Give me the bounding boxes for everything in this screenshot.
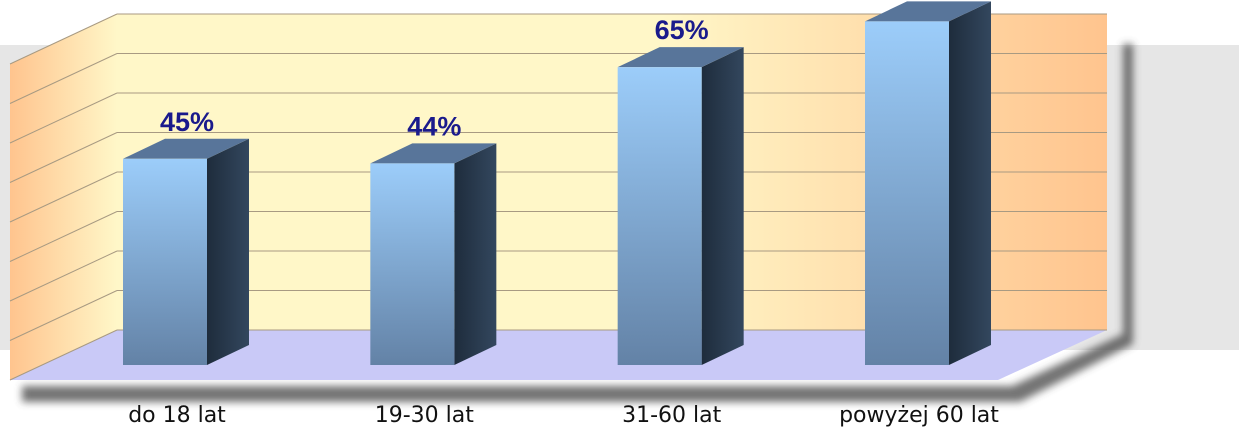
category-label: 19-30 lat xyxy=(375,403,475,428)
bar xyxy=(123,138,249,365)
bar-top xyxy=(123,138,249,159)
gridline-side xyxy=(9,250,118,302)
bar-top xyxy=(370,143,497,164)
bar-side xyxy=(454,143,497,365)
bar xyxy=(617,47,744,366)
bar-top xyxy=(617,47,744,68)
gridline-side xyxy=(9,53,118,104)
bars xyxy=(123,1,991,366)
category-labels: do 18 lat 19-30 lat 31-60 lat powyżej 60 la… xyxy=(128,403,999,428)
gridline-side xyxy=(9,329,118,381)
bar-front xyxy=(617,67,702,366)
gridline-side xyxy=(9,13,118,65)
gridline-side xyxy=(9,171,118,223)
gridline-side xyxy=(9,211,118,262)
bar-front xyxy=(123,158,207,365)
data-labels: 45%44%65%75% xyxy=(160,15,709,141)
bar xyxy=(865,1,991,365)
floor xyxy=(10,330,1107,380)
bar-side xyxy=(701,47,744,366)
data-label: 45% xyxy=(160,107,214,137)
category-label: 31-60 lat xyxy=(622,403,722,428)
data-label: 44% xyxy=(407,111,461,141)
gridline-side xyxy=(9,132,118,183)
bar-front xyxy=(370,163,455,365)
bar-top xyxy=(865,1,991,22)
category-label: do 18 lat xyxy=(128,403,226,428)
gridline-side xyxy=(9,92,118,144)
category-label: powyżej 60 lat xyxy=(839,403,999,428)
bar xyxy=(370,143,497,365)
bar-side xyxy=(949,1,991,365)
gridline-side xyxy=(9,290,118,341)
data-label: 65% xyxy=(655,15,709,45)
bar-side xyxy=(207,138,249,365)
bar-front xyxy=(865,21,949,365)
